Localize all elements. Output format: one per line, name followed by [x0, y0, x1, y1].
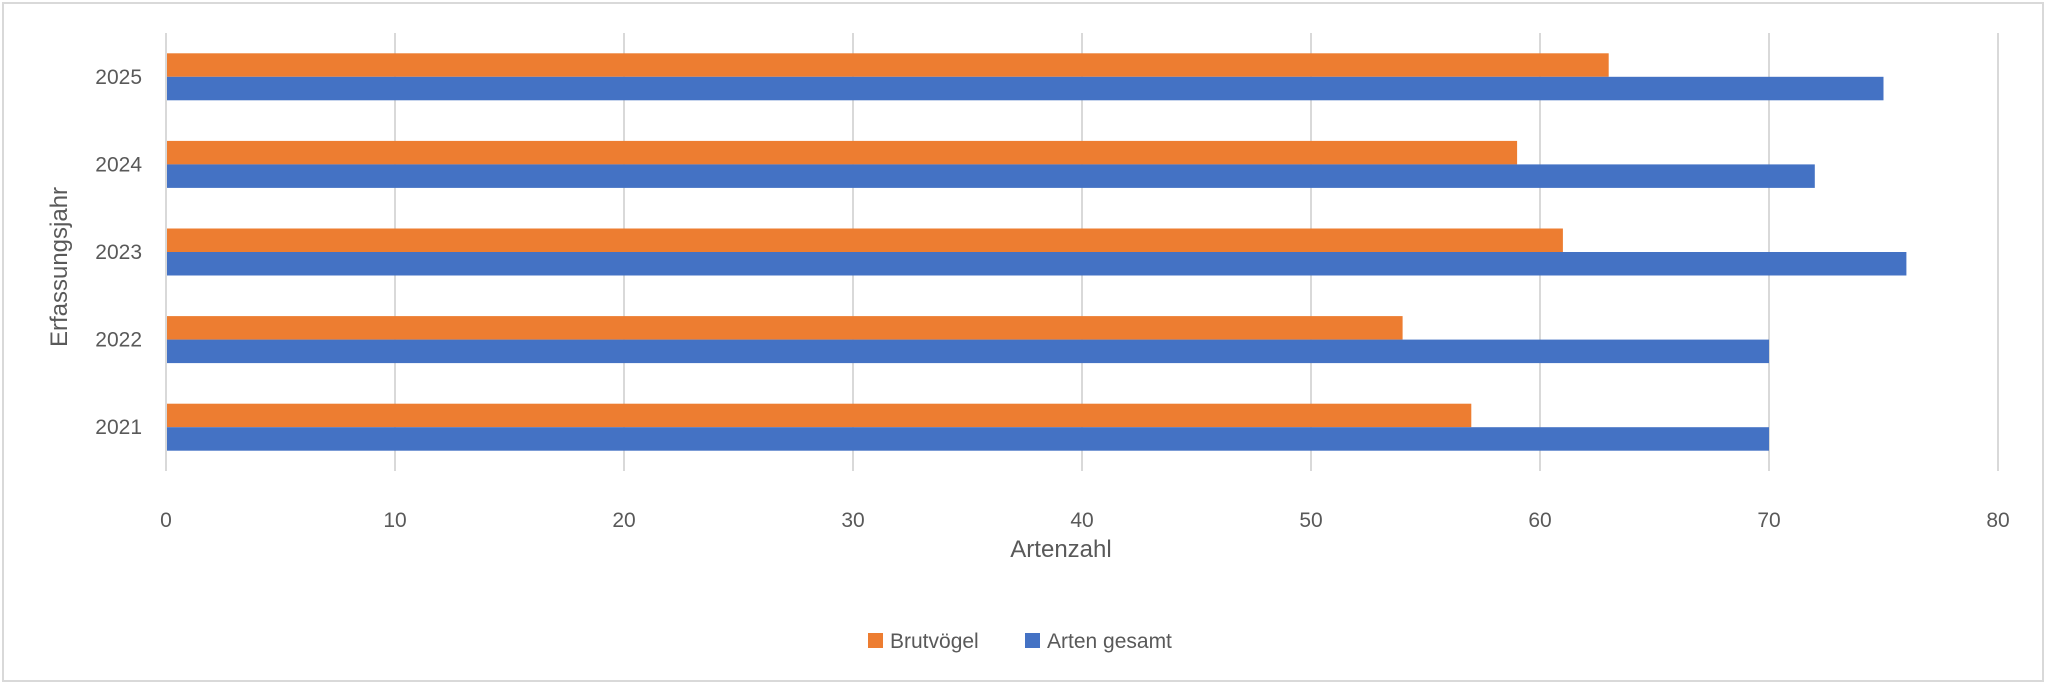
- legend: Brutvögel Arten gesamt: [868, 630, 1172, 653]
- legend-label: Arten gesamt: [1047, 630, 1172, 653]
- bar-2023-arten-gesamt: [166, 252, 1907, 276]
- x-tick-label: 60: [1528, 509, 1551, 532]
- bar-2025-brutvoegel: [166, 53, 1609, 77]
- bar-2023-brutvoegel: [166, 228, 1563, 252]
- bar-2025-arten-gesamt: [166, 76, 1884, 101]
- x-tick-label: 30: [841, 509, 864, 532]
- x-tick-label: 0: [160, 509, 172, 532]
- y-tick-label: 2023: [95, 241, 142, 264]
- y-tick-labels: 2021 2022 2023 2024 2025: [95, 66, 142, 439]
- x-tick-label: 50: [1299, 509, 1322, 532]
- y-tick-label: 2021: [95, 416, 142, 439]
- legend-label: Brutvögel: [890, 630, 979, 653]
- bar-2024-brutvoegel: [166, 140, 1518, 165]
- x-axis-title: Artenzahl: [1010, 536, 1111, 563]
- bar-2024-arten-gesamt: [166, 164, 1815, 188]
- y-tick-label: 2024: [95, 153, 142, 176]
- bars: [166, 53, 1907, 451]
- x-tick-label: 80: [1986, 509, 2009, 532]
- x-tick-label: 20: [612, 509, 635, 532]
- bar-2022-brutvoegel: [166, 316, 1403, 340]
- bar-2021-arten-gesamt: [166, 427, 1769, 451]
- y-axis-title: Erfassungsjahr: [46, 187, 73, 347]
- x-tick-label: 10: [383, 509, 406, 532]
- y-tick-label: 2025: [95, 66, 142, 89]
- x-tick-label: 40: [1070, 509, 1093, 532]
- x-tick-label: 70: [1757, 509, 1780, 532]
- legend-swatch: [868, 633, 883, 648]
- y-tick-label: 2022: [95, 329, 142, 352]
- legend-swatch: [1025, 633, 1040, 648]
- bar-2022-arten-gesamt: [166, 339, 1769, 364]
- x-tick-labels: 0 10 20 30 40 50 60 70 80: [160, 509, 2010, 532]
- bar-2021-brutvoegel: [166, 403, 1472, 428]
